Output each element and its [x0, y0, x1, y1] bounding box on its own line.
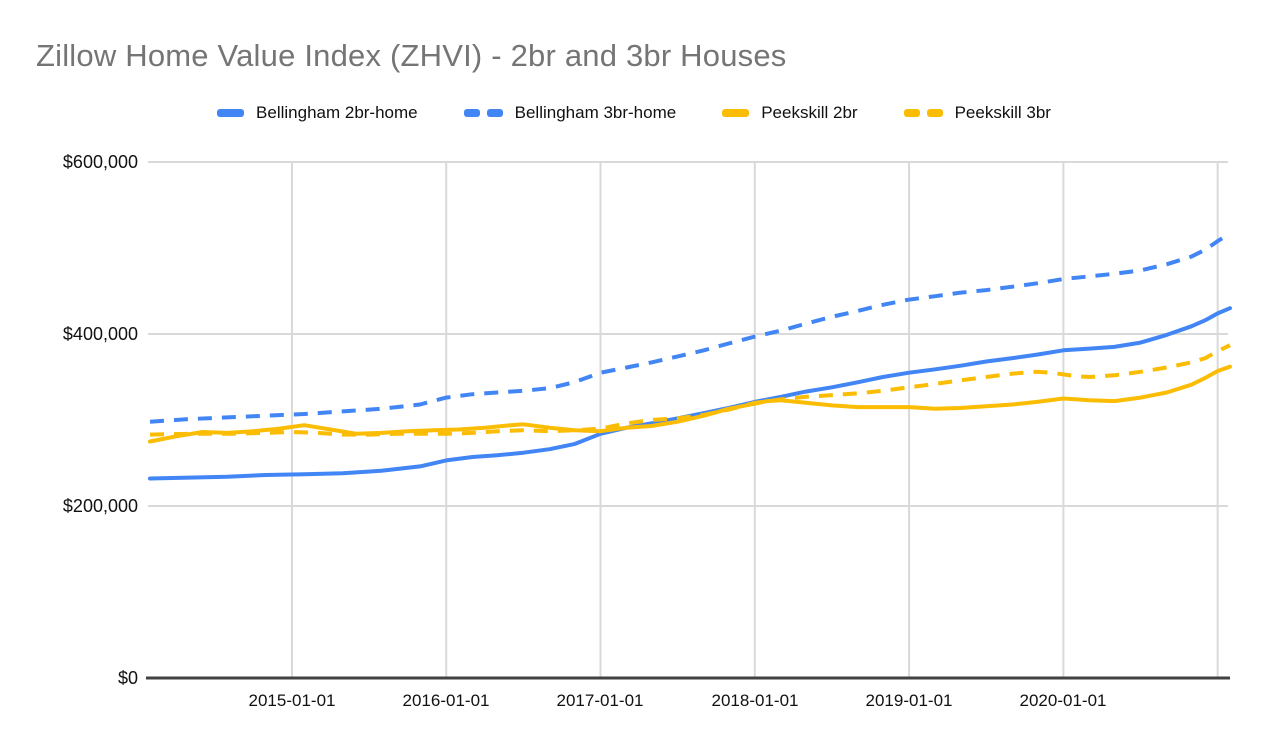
series-line-peekskill-3br	[149, 343, 1231, 437]
x-axis-tick-2020: 2020-01-01	[1019, 691, 1107, 710]
x-axis-tick-2018: 2018-01-01	[711, 691, 799, 710]
legend-item-label: Bellingham 2br-home	[256, 103, 418, 122]
y-axis-tick-600000: $600,000	[62, 152, 138, 172]
legend-item-label: Bellingham 3br-home	[514, 103, 677, 122]
x-axis-tick-2017: 2017-01-01	[556, 691, 644, 710]
legend-item-label: Peekskill 2br	[761, 103, 858, 122]
legend-swatch-solid-line-icon	[217, 109, 245, 117]
x-axis-tick-2015: 2015-01-01	[248, 691, 336, 710]
legend-item-peekskill-2br[interactable]: Peekskill 2br	[722, 103, 858, 123]
y-axis-tick-0: $0	[117, 668, 138, 688]
legend-swatch-dashed-line-icon	[903, 109, 943, 117]
series-line-peekskill-2br	[148, 364, 1232, 444]
y-axis-tick-400000: $400,000	[62, 324, 138, 344]
x-axis-tick-2019: 2019-01-01	[865, 691, 953, 710]
legend-swatch-solid-line-icon	[722, 109, 750, 117]
chart-legend: Bellingham 2br-home Bellingham 3br-home …	[0, 103, 1268, 123]
y-axis-tick-200000: $200,000	[62, 496, 138, 516]
chart-title: Zillow Home Value Index (ZHVI) - 2br and…	[36, 38, 787, 73]
series-line-bellingham-3br-home	[149, 231, 1232, 424]
legend-item-bellingham-3br[interactable]: Bellingham 3br-home	[463, 103, 677, 123]
legend-item-label: Peekskill 3br	[954, 103, 1051, 122]
legend-swatch-dashed-line-icon	[463, 109, 503, 117]
legend-item-bellingham-2br[interactable]: Bellingham 2br-home	[217, 103, 418, 123]
legend-item-peekskill-3br[interactable]: Peekskill 3br	[903, 103, 1051, 123]
x-axis-tick-2016: 2016-01-01	[402, 691, 490, 710]
